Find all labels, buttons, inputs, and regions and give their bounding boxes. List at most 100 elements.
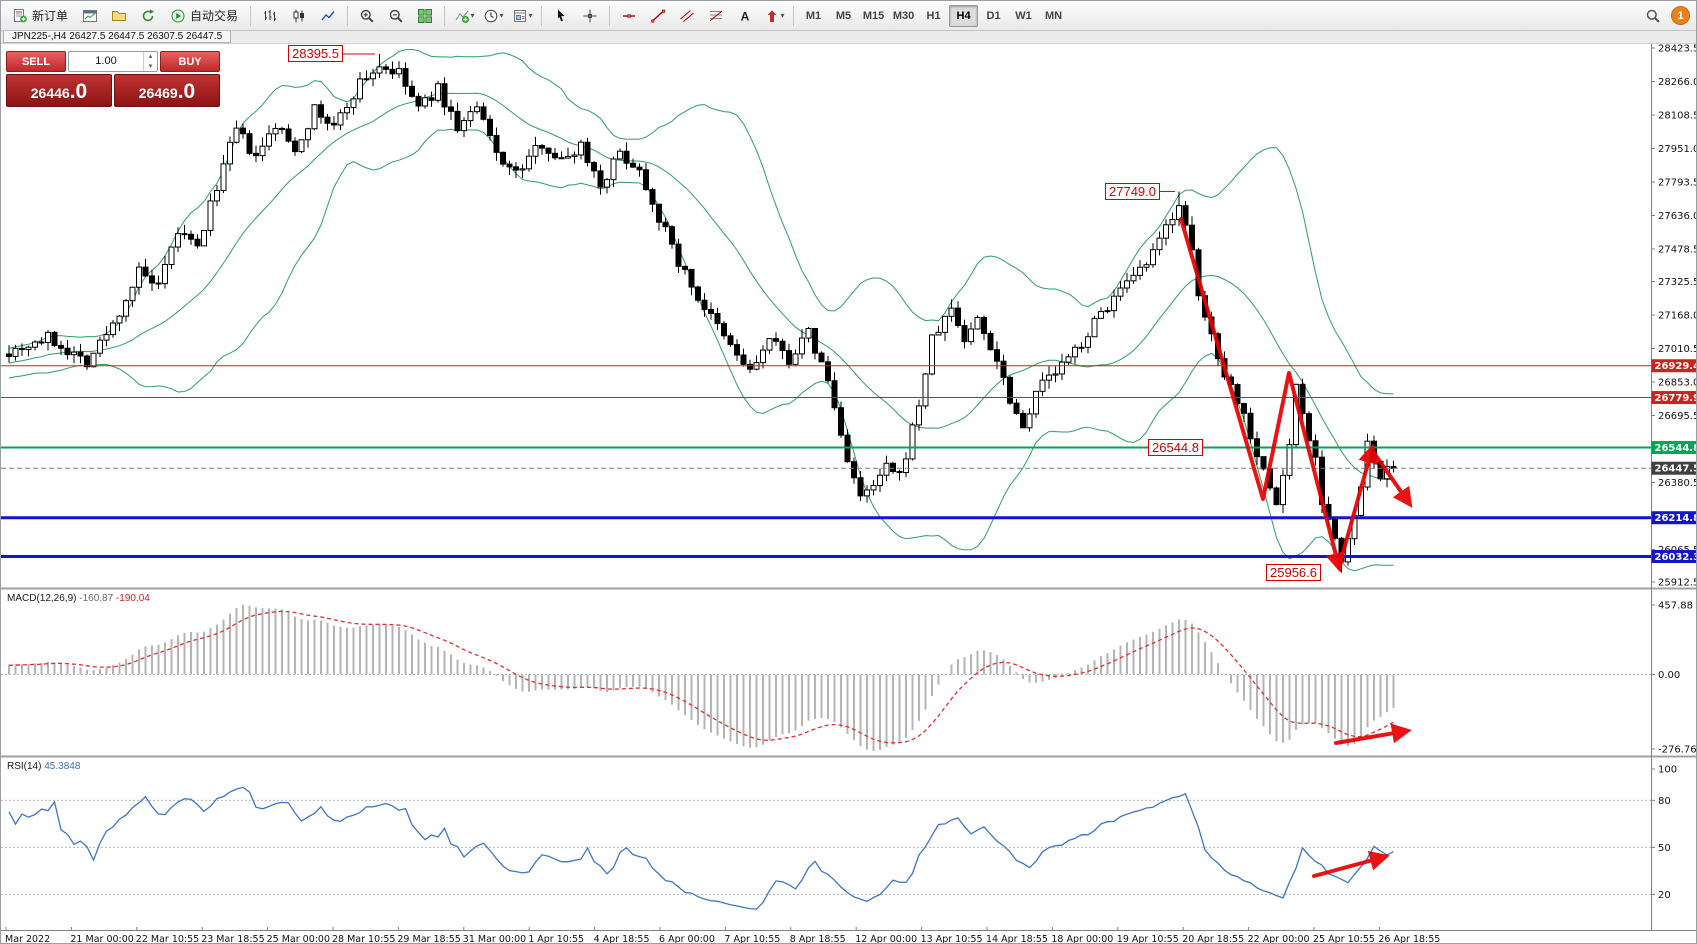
rsi-panel — [1, 786, 1651, 910]
svg-text:26032.3: 26032.3 — [1655, 552, 1697, 563]
buy-price-display[interactable]: 26469.0 — [114, 74, 220, 107]
rsi-arrow[interactable] — [1312, 851, 1390, 878]
timeframe-mn-button[interactable]: MN — [1044, 9, 1063, 22]
templates-button[interactable]: ▾ — [508, 4, 536, 28]
axis-price-badge — [1651, 461, 1696, 475]
bar-chart-button[interactable] — [256, 4, 284, 28]
candle-chart-button[interactable] — [285, 4, 313, 28]
macd-arrow[interactable] — [1334, 723, 1412, 745]
zoom-in-button[interactable] — [353, 4, 381, 28]
charts-icon — [83, 9, 98, 22]
refresh-icon — [142, 8, 155, 21]
volume-down-button[interactable]: ▾ — [148, 62, 153, 70]
rsi-axis[interactable]: 100 80 50 20 — [1651, 765, 1678, 901]
macd-value: -160.87 — [79, 593, 114, 604]
tile-windows-button[interactable] — [411, 4, 439, 28]
price-callout[interactable]: 27749.0 — [1105, 182, 1160, 200]
projection-arrow-down[interactable] — [1372, 451, 1413, 508]
sell-price-pips: .0 — [69, 80, 88, 103]
line-chart-button[interactable] — [314, 4, 342, 28]
svg-text:28266.0: 28266.0 — [1658, 77, 1697, 88]
chart-title: JPN225-,H4 26427.5 26447.5 26307.5 26447… — [3, 30, 232, 43]
buy-price-main: 26469 — [138, 85, 178, 101]
svg-text:27636.0: 27636.0 — [1658, 211, 1697, 222]
svg-text:22 Mar 10:55: 22 Mar 10:55 — [136, 934, 199, 944]
volume-input[interactable]: 1.00 — [95, 55, 117, 67]
candlestick-series — [6, 53, 1397, 573]
timeframe-m30-button[interactable]: M30 — [892, 9, 915, 22]
svg-text:4 Apr 18:55: 4 Apr 18:55 — [594, 934, 650, 944]
indicators-button[interactable]: ▾ — [450, 4, 478, 28]
hline-icon — [623, 13, 636, 18]
time-axis[interactable]: Mar 2022 21 Mar 00:00 22 Mar 10:55 23 Mar 1… — [5, 927, 1440, 944]
search-button[interactable] — [1639, 4, 1667, 28]
search-icon — [1646, 9, 1660, 23]
svg-text:100: 100 — [1658, 765, 1677, 776]
cursor-button[interactable] — [547, 4, 575, 28]
svg-text:26779.9: 26779.9 — [1655, 393, 1697, 404]
zoom-in-icon — [360, 9, 374, 23]
timeframe-m5-button[interactable]: M5 — [835, 9, 852, 22]
svg-text:23 Mar 18:55: 23 Mar 18:55 — [201, 934, 264, 944]
channel-button[interactable] — [673, 4, 701, 28]
autotrade-icon — [171, 9, 185, 22]
refresh-button[interactable] — [134, 4, 162, 28]
svg-text:-276.76: -276.76 — [1658, 745, 1697, 756]
timeframe-h4-button[interactable]: H4 — [949, 4, 979, 27]
svg-text:25 Mar 00:00: 25 Mar 00:00 — [267, 934, 330, 944]
price-callout[interactable]: 26544.8 — [1148, 439, 1203, 457]
fibonacci-icon — [709, 10, 723, 21]
fibonacci-button[interactable] — [702, 4, 730, 28]
autotrading-button[interactable]: 自动交易 — [163, 4, 245, 28]
crosshair-button[interactable] — [576, 4, 604, 28]
price-callout[interactable]: 28395.5 — [288, 45, 343, 63]
toolbar-separator — [250, 5, 252, 26]
charts-button[interactable] — [76, 4, 104, 28]
buy-button[interactable]: BUY — [160, 51, 220, 72]
profiles-button[interactable] — [105, 4, 133, 28]
horizontal-price-lines — [1, 365, 1651, 559]
sell-price-display[interactable]: 26446.0 — [6, 74, 112, 107]
timeframe-w1-button[interactable]: W1 — [1015, 9, 1032, 22]
price-callout[interactable]: 25956.6 — [1266, 564, 1321, 582]
bounce-arrow-up[interactable] — [1337, 443, 1378, 569]
zoom-out-icon — [389, 9, 403, 23]
svg-text:50: 50 — [1658, 843, 1671, 854]
one-click-trading-widget: SELL 1.00 ▴ ▾ BUY 26446.0 26469.0 — [6, 51, 220, 107]
text-icon: A — [741, 9, 750, 23]
new-order-button[interactable]: 新订单 — [5, 4, 75, 28]
svg-text:26544.8: 26544.8 — [1655, 443, 1697, 454]
timeframe-h1-button[interactable]: H1 — [926, 9, 941, 22]
timeframe-d1-button[interactable]: D1 — [986, 9, 1001, 22]
macd-name: MACD(12,26,9) — [7, 593, 77, 604]
hline-button[interactable] — [615, 4, 643, 28]
text-button[interactable]: A — [731, 4, 759, 28]
toolbar-separator — [347, 5, 349, 26]
svg-text:31 Mar 00:00: 31 Mar 00:00 — [463, 934, 526, 944]
svg-text:27325.5: 27325.5 — [1658, 277, 1697, 288]
toolbar-separator — [444, 5, 446, 26]
svg-text:26380.5: 26380.5 — [1658, 478, 1697, 489]
autotrading-label: 自动交易 — [190, 9, 239, 23]
timeframe-m15-button[interactable]: M15 — [862, 9, 885, 22]
axis-price-badge — [1651, 359, 1696, 373]
periods-button[interactable]: ▾ — [479, 4, 507, 28]
profiles-icon — [112, 10, 127, 21]
zoom-out-button[interactable] — [382, 4, 410, 28]
svg-text:26695.5: 26695.5 — [1658, 411, 1697, 422]
toolbar-separator — [609, 5, 611, 26]
trend-arrow-down[interactable] — [1179, 217, 1346, 573]
trendline-button[interactable] — [644, 4, 672, 28]
volume-stepper[interactable]: 1.00 ▴ ▾ — [68, 51, 158, 72]
svg-text:25 Apr 10:55: 25 Apr 10:55 — [1313, 934, 1375, 944]
timeframe-m1-button[interactable]: M1 — [805, 9, 822, 22]
arrows-button[interactable]: ▾ — [760, 4, 788, 28]
macd-axis[interactable]: 457.88 0.00 -276.76 — [1651, 601, 1697, 756]
price-axis[interactable]: 28423.5 28266.0 28108.5 27951.0 27793.5 27636… — [1651, 44, 1697, 589]
crosshair-icon — [583, 9, 597, 22]
notifications-badge[interactable]: 1 — [1671, 6, 1690, 25]
volume-up-button[interactable]: ▴ — [148, 53, 153, 60]
svg-text:7 Apr 10:55: 7 Apr 10:55 — [724, 934, 780, 944]
sell-button[interactable]: SELL — [6, 51, 66, 72]
